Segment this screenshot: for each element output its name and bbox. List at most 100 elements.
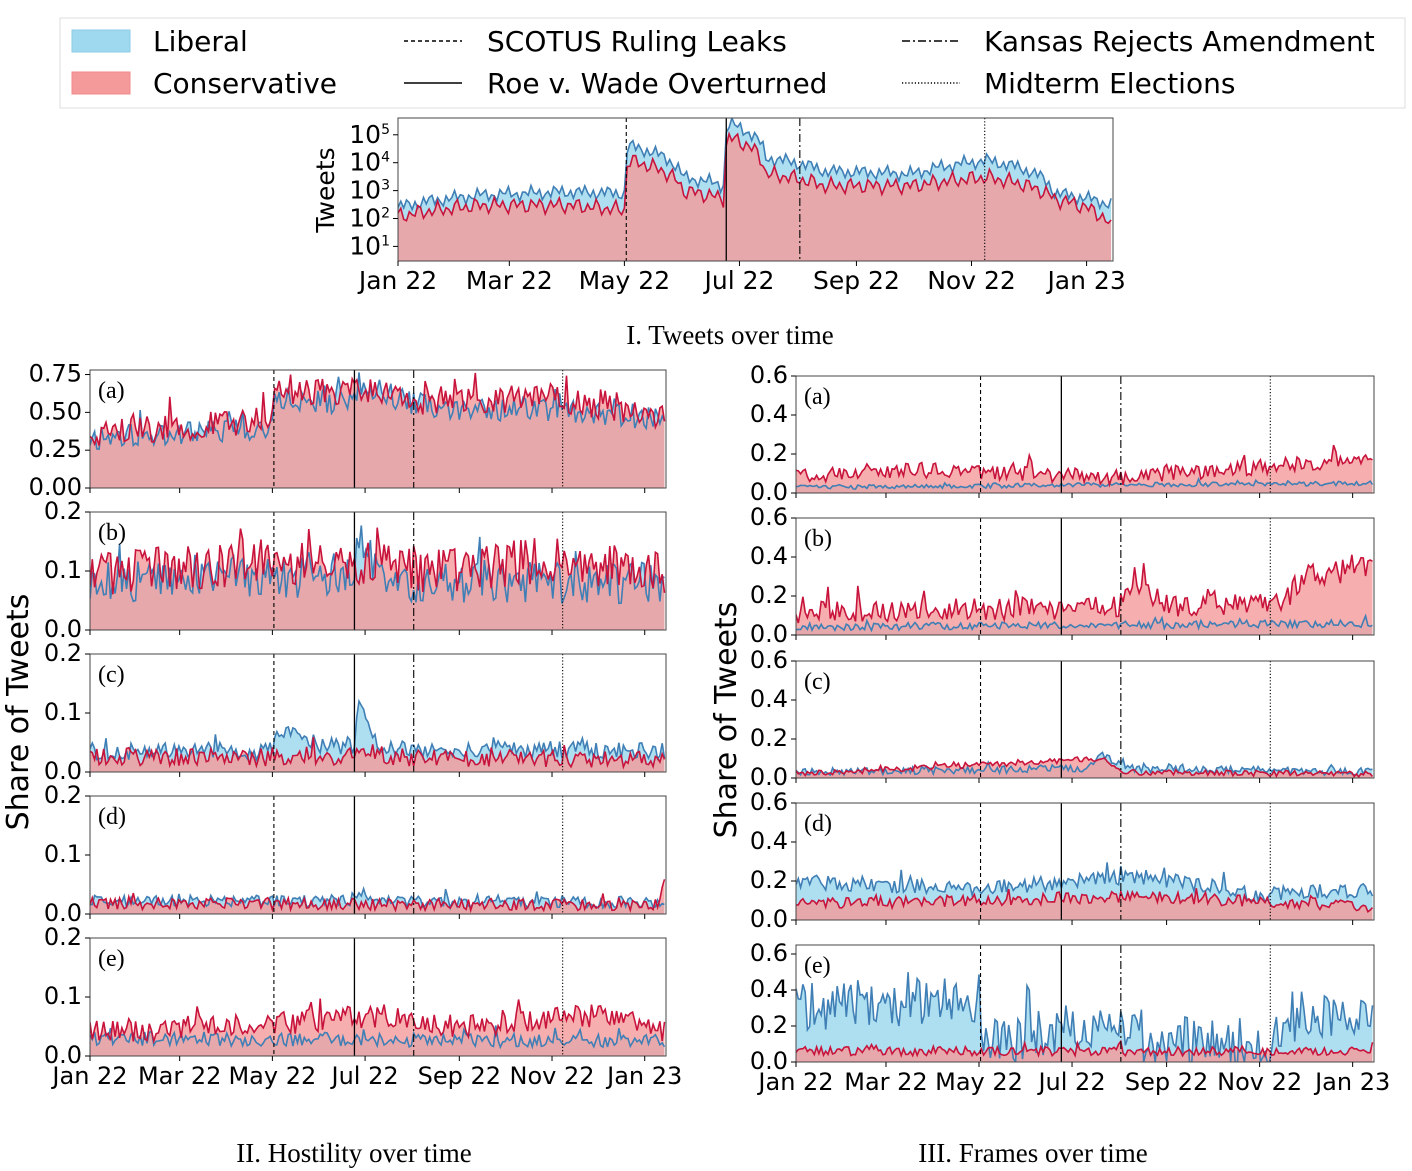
- conservative-line: [90, 372, 666, 447]
- subplot-tag: (c): [98, 662, 125, 688]
- y-tick-label: 103: [349, 176, 390, 205]
- hostility-subplot-1: 0.0 0.1 0.2 (b): [44, 497, 667, 643]
- y-tick-label: 0.0: [44, 1041, 82, 1069]
- x-tick-label: Sep 22: [418, 1062, 501, 1090]
- hostility-subplot-4: 0.0 0.1 0.2 Jan 22 Mar 22 May 22 Jul 22 Sep 22 N…: [44, 923, 682, 1090]
- y-tick-label: 0.0: [44, 757, 82, 785]
- conservative-line: [796, 444, 1373, 488]
- x-tick-label: Jul 22: [703, 266, 775, 295]
- y-tick-label: 0.00: [29, 473, 82, 501]
- legend: Liberal Conservative SCOTUS Ruling Leaks Ro…: [59, 17, 1406, 109]
- plot-frame: [89, 369, 667, 489]
- legend-label-leak: SCOTUS Ruling Leaks: [487, 25, 787, 58]
- y-tick-label: 104: [349, 148, 390, 177]
- plot-frame: [795, 660, 1375, 779]
- legend-label-liberal: Liberal: [153, 25, 248, 58]
- y-tick-label: 101: [349, 231, 390, 260]
- y-tick-label: 0.2: [44, 923, 82, 951]
- legend-frame: [59, 17, 1406, 109]
- y-tick-label: 0.2: [44, 497, 82, 525]
- legend-swatch-liberal: [71, 29, 131, 53]
- liberal-line: [398, 118, 1112, 212]
- y-tick-label: 0.1: [44, 982, 82, 1010]
- x-tick-label: Nov 22: [1217, 1068, 1302, 1096]
- y-tick-label: 0.2: [750, 866, 788, 894]
- y-tick-label: 0.6: [750, 361, 788, 389]
- x-tick-label: Jan 23: [605, 1062, 682, 1090]
- y-tick-label: 0.4: [750, 400, 788, 428]
- x-tick-label: Nov 22: [927, 266, 1016, 295]
- frames-subplot-0: 0.0 0.2 0.4 0.6 (a): [750, 361, 1375, 506]
- legend-label-conservative: Conservative: [153, 67, 337, 100]
- subplot-tag: (c): [804, 669, 831, 695]
- y-tick-label: 0.50: [29, 397, 82, 425]
- liberal-line: [90, 1025, 666, 1050]
- y-tick-label: 0.6: [750, 503, 788, 531]
- y-tick-label: 102: [349, 204, 390, 233]
- y-tick-label: 105: [349, 120, 390, 149]
- legend-label-roe: Roe v. Wade Overturned: [487, 67, 827, 100]
- conservative-line: [796, 756, 1374, 778]
- y-tick-label: 0.0: [750, 763, 788, 791]
- x-tick-label: Mar 22: [844, 1068, 927, 1096]
- y-axis-label: Share of Tweets: [1, 594, 36, 831]
- y-tick-label: 0.1: [44, 556, 82, 584]
- plot-frame: [795, 944, 1375, 1063]
- x-tick-label: Jan 22: [756, 1068, 833, 1096]
- conservative-line: [90, 879, 666, 914]
- conservative-line: [90, 737, 666, 770]
- y-tick-label: 0.0: [750, 1047, 788, 1075]
- liberal-line: [796, 613, 1373, 633]
- liberal-area: [796, 972, 1373, 1062]
- x-tick-label: Jul 22: [330, 1062, 399, 1090]
- y-tick-label: 0.0: [44, 899, 82, 927]
- plot-frame: [397, 117, 1114, 262]
- subplot-tag: (a): [98, 378, 125, 404]
- y-tick-label: 0.4: [750, 685, 788, 713]
- x-tick-label: Nov 22: [510, 1062, 595, 1090]
- hostility-subplot-2: 0.0 0.1 0.2 (c): [44, 639, 667, 785]
- panel-caption: I. Tweets over time: [626, 320, 834, 350]
- plot-frame: [795, 802, 1375, 921]
- liberal-line: [796, 476, 1374, 490]
- x-tick-label: Jan 23: [1313, 1068, 1390, 1096]
- liberal-line: [90, 698, 666, 763]
- conservative-area: [796, 888, 1373, 920]
- liberal-line: [796, 972, 1374, 1062]
- y-tick-label: 0.6: [750, 788, 788, 816]
- x-tick-label: Sep 22: [813, 266, 900, 295]
- y-tick-label: 0.6: [750, 939, 788, 967]
- y-axis-label: Tweets: [311, 147, 340, 233]
- y-tick-label: 0.1: [44, 840, 82, 868]
- y-tick-label: 0.1: [44, 698, 82, 726]
- x-tick-label: Jan 23: [1045, 266, 1125, 295]
- liberal-line: [90, 525, 665, 605]
- frames-subplot-3: 0.0 0.2 0.4 0.6 (d): [750, 788, 1375, 933]
- y-axis-label: Share of Tweets: [709, 602, 744, 839]
- y-tick-label: 0.4: [750, 975, 788, 1003]
- x-tick-label: Sep 22: [1125, 1068, 1208, 1096]
- conservative-line: [398, 131, 1112, 225]
- y-tick-label: 0.2: [750, 1011, 788, 1039]
- subplot-tag: (d): [804, 811, 832, 837]
- x-tick-label: May 22: [579, 266, 670, 295]
- subplot-tag: (b): [98, 520, 126, 546]
- x-tick-label: Jan 22: [357, 266, 437, 295]
- x-tick-label: Jul 22: [1036, 1068, 1105, 1096]
- liberal-line: [90, 372, 666, 450]
- plot-frame: [89, 795, 667, 915]
- liberal-line: [796, 751, 1373, 777]
- conservative-line: [796, 554, 1373, 624]
- x-tick-label: May 22: [935, 1068, 1023, 1096]
- conservative-area: [90, 372, 665, 488]
- x-tick-label: Mar 22: [466, 266, 553, 295]
- liberal-line: [796, 862, 1374, 904]
- legend-swatch-conservative: [71, 71, 131, 95]
- conservative-area: [90, 737, 665, 772]
- y-tick-label: 0.0: [750, 620, 788, 648]
- x-tick-label: Jan 22: [50, 1062, 127, 1090]
- conservative-line: [90, 998, 666, 1045]
- hostility-subplot-3: 0.0 0.1 0.2 (d): [44, 781, 667, 927]
